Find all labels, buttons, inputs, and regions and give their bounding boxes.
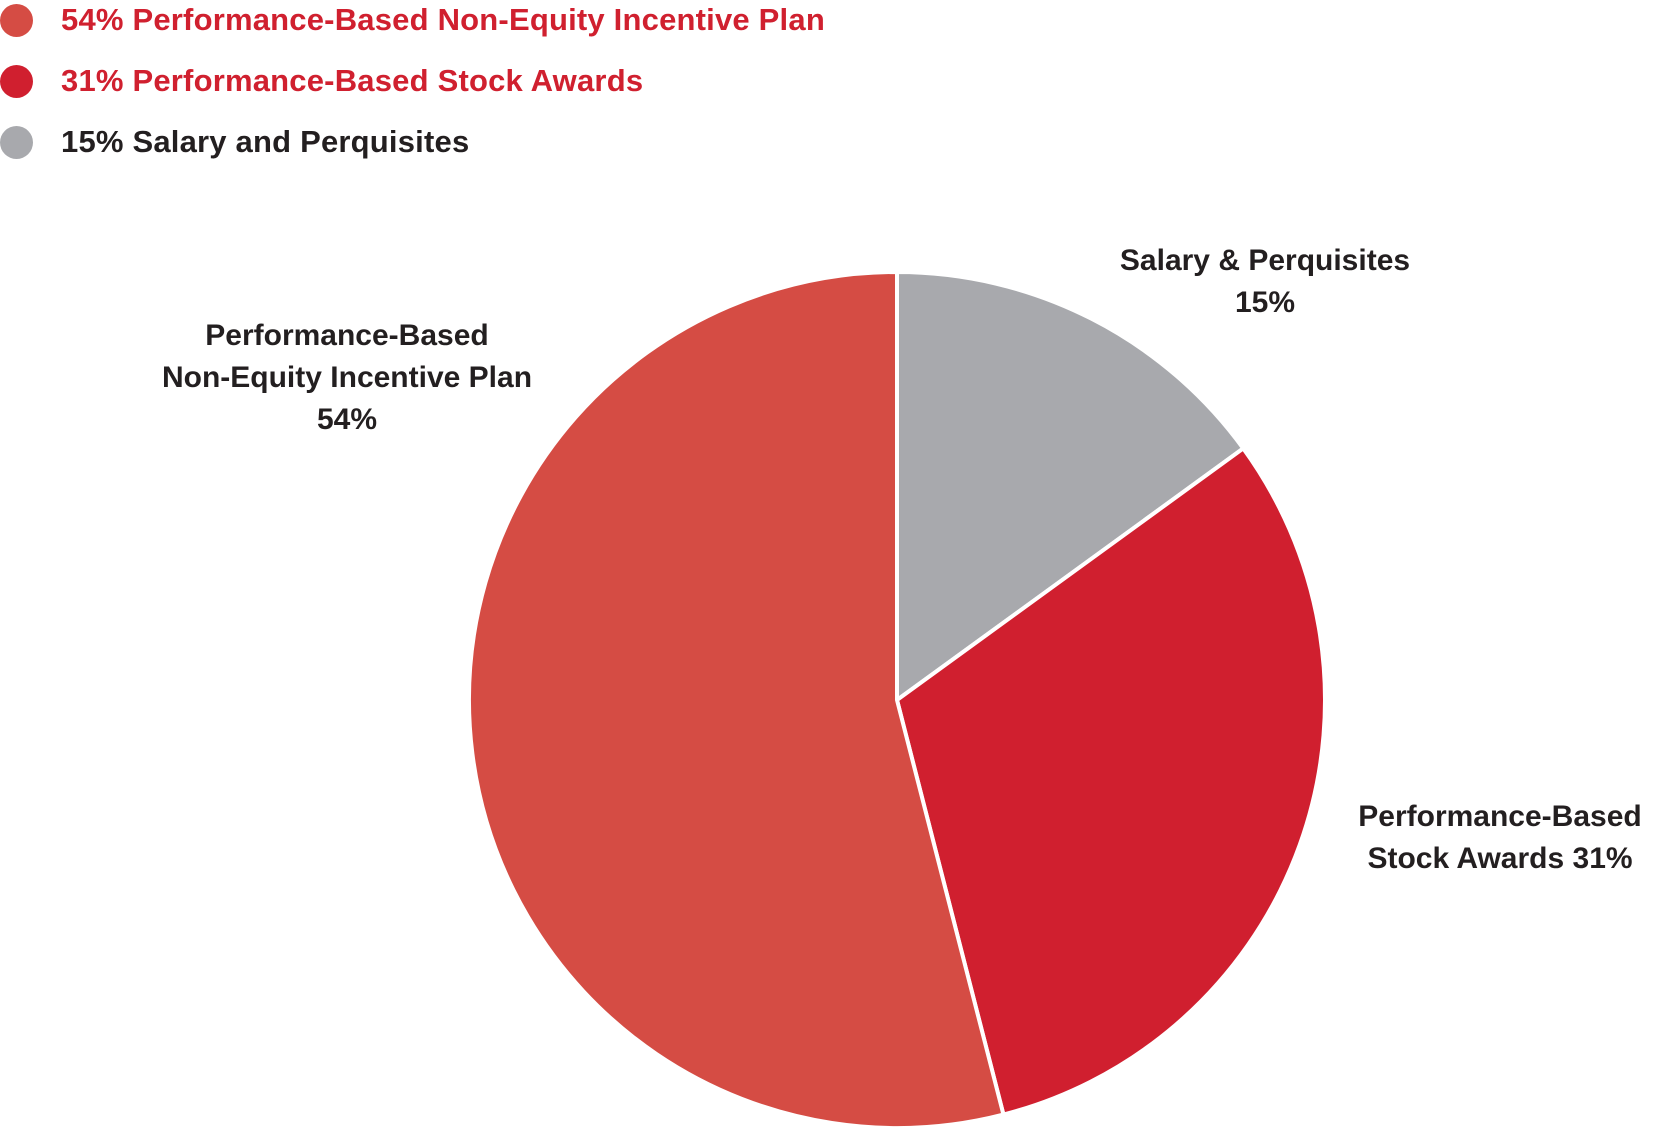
pie-label-stock-awards-line: Performance-Based (1358, 800, 1641, 833)
legend-label-salary: 15% Salary and Perquisites (61, 124, 470, 159)
pie-label-non-equity-line: 54% (317, 403, 377, 436)
pie-slices (467, 270, 1327, 1130)
legend-label-stock-awards: 31% Performance-Based Stock Awards (61, 63, 644, 98)
legend-item-stock-awards: 31% Performance-Based Stock Awards (0, 61, 643, 101)
legend-swatch-stock-awards (0, 64, 33, 98)
legend-swatch-non-equity (0, 3, 33, 37)
pie-slice-non-equity (467, 270, 1006, 1130)
legend-item-non-equity: 54% Performance-Based Non-Equity Incenti… (0, 0, 825, 40)
pie-label-salary-line: 15% (1235, 286, 1295, 319)
pie-slice-salary (895, 270, 1246, 702)
pie-slice-stock-awards (895, 446, 1327, 1117)
pie-label-stock-awards: Performance-Based Stock Awards 31% (1358, 800, 1641, 875)
legend-label-non-equity: 54% Performance-Based Non-Equity Incenti… (61, 2, 825, 37)
pie-slice-labels: Salary & Perquisites 15% Performance-Based… (162, 244, 1642, 875)
pie-label-non-equity-line: Performance-Based (205, 319, 488, 352)
pie-label-salary: Salary & Perquisites 15% (1120, 244, 1410, 319)
pie-label-stock-awards-line: Stock Awards 31% (1367, 842, 1632, 875)
pie-label-salary-line: Salary & Perquisites (1120, 244, 1410, 277)
legend-item-salary: 15% Salary and Perquisites (0, 122, 469, 162)
pie-label-non-equity: Performance-Based Non-Equity Incentive Pl… (162, 319, 532, 436)
pie-label-non-equity-line: Non-Equity Incentive Plan (162, 361, 532, 394)
legend-swatch-salary (0, 125, 33, 159)
